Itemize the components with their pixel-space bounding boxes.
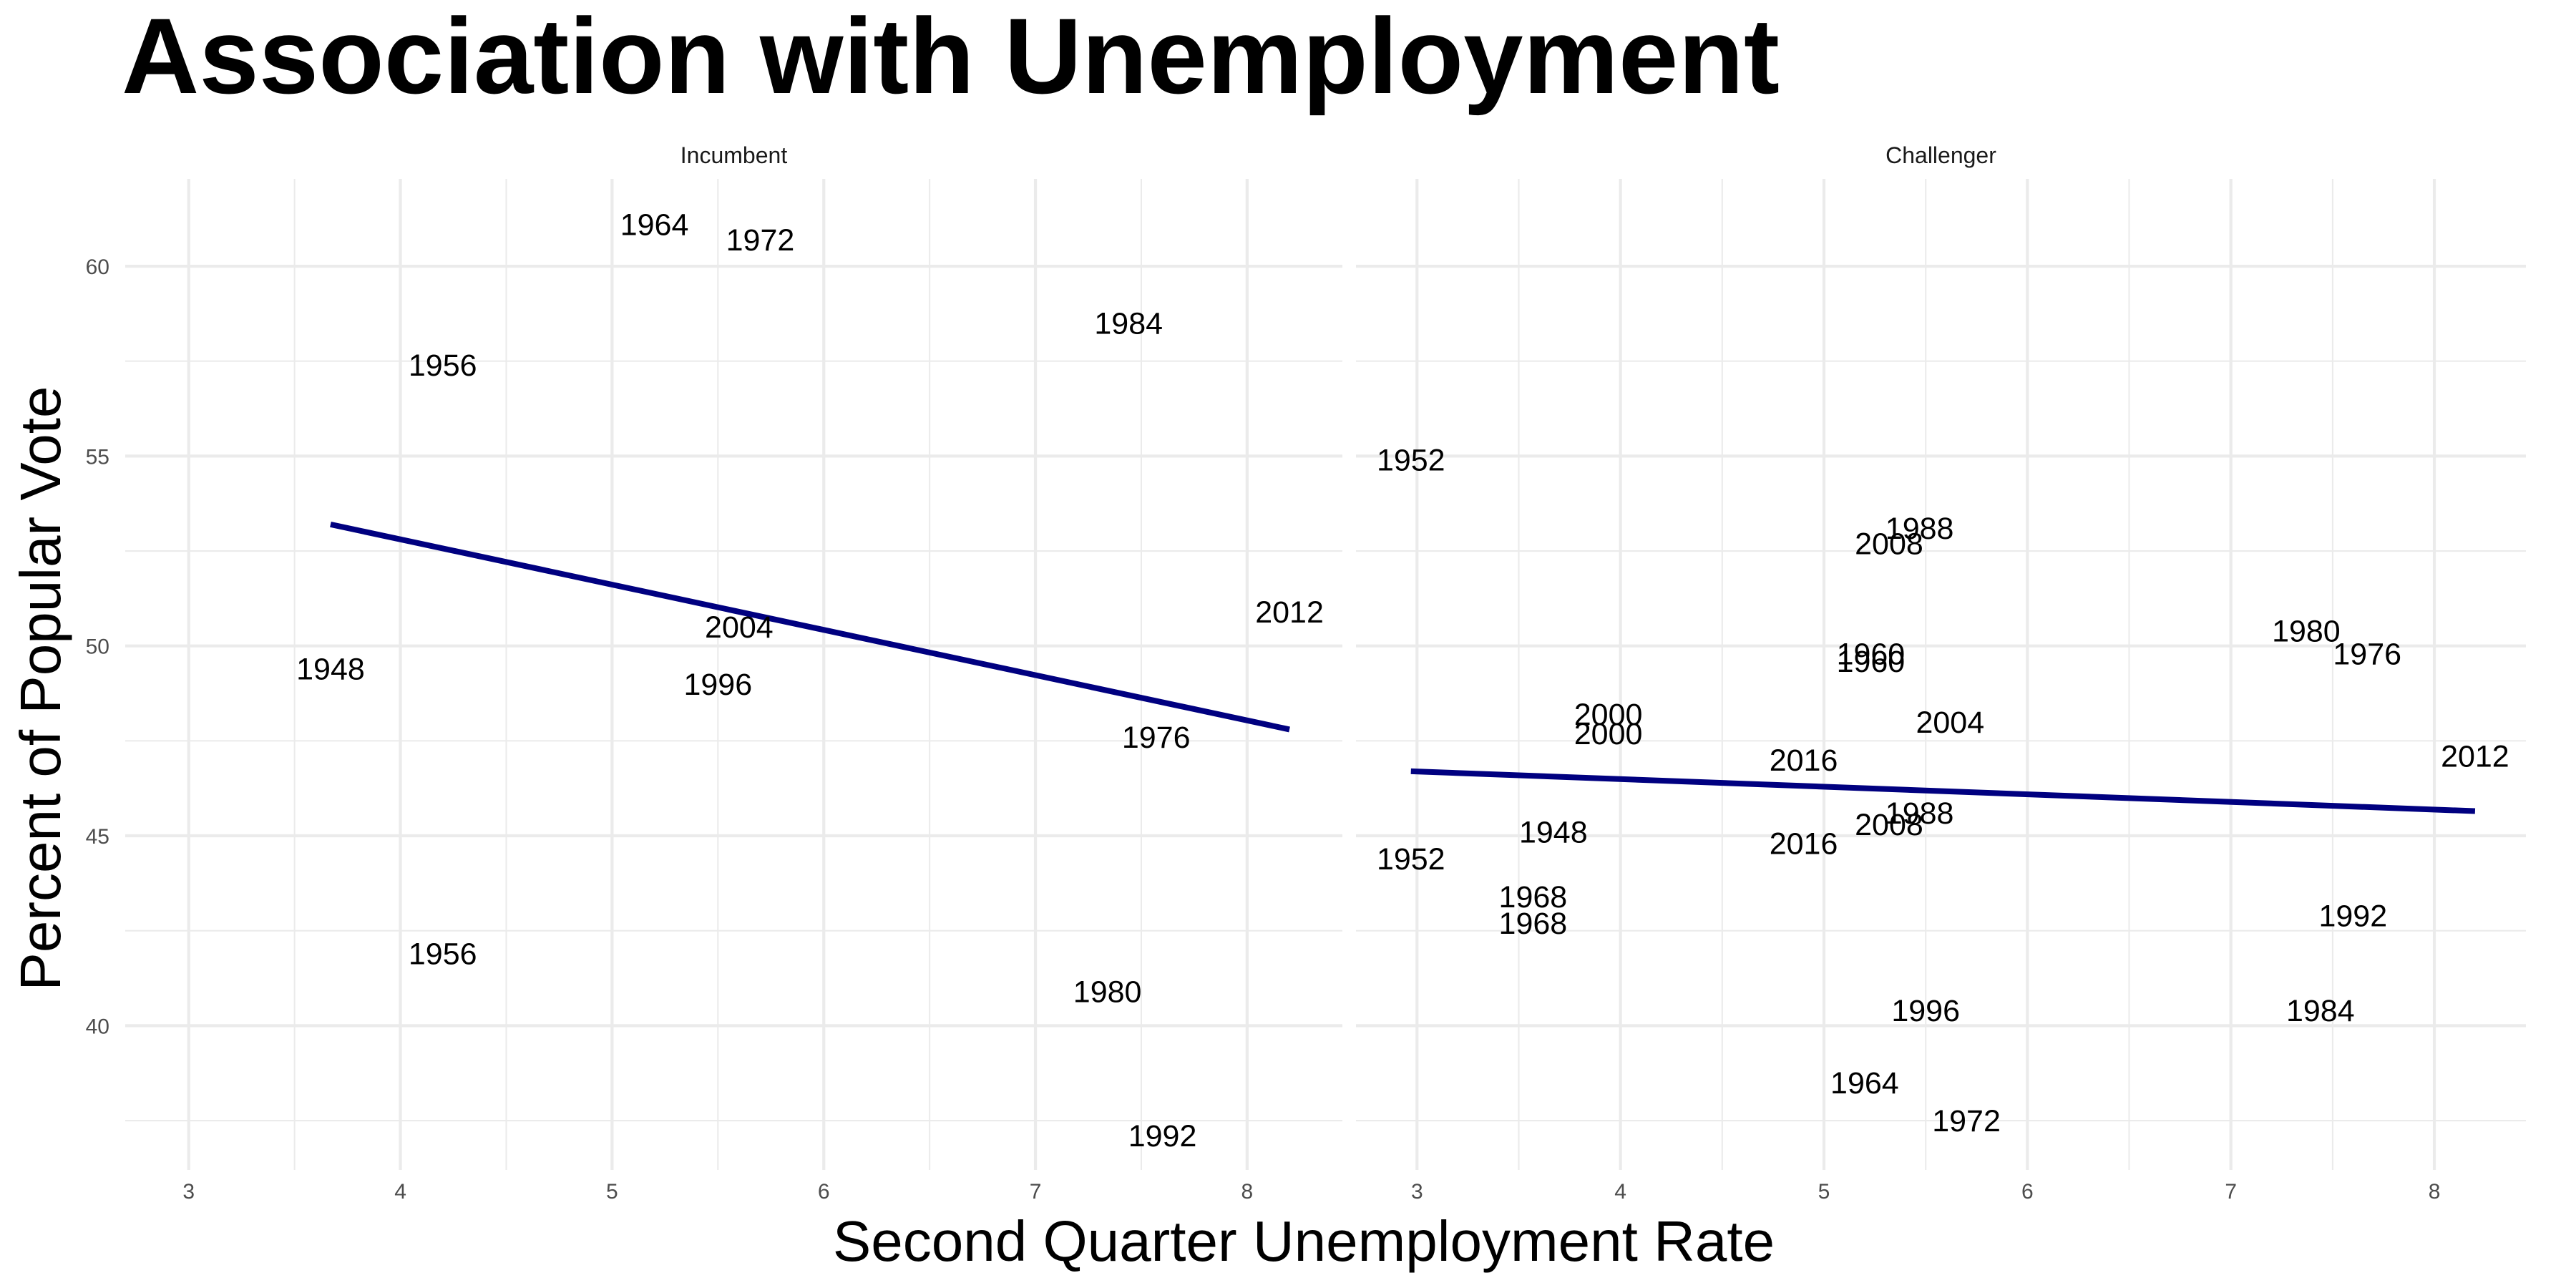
point-label: 2012 <box>2441 740 2509 774</box>
x-tick-label: 7 <box>1030 1180 1042 1204</box>
x-tick-label: 3 <box>1411 1180 1423 1204</box>
x-tick-label: 8 <box>1241 1180 1254 1204</box>
point-label: 2000 <box>1574 698 1643 732</box>
y-tick-label: 50 <box>86 635 109 659</box>
point-label: 1996 <box>1891 994 1960 1028</box>
point-label: 1964 <box>620 208 689 243</box>
chart-title: Association with Unemployment <box>122 0 1780 116</box>
panel-title-challenger: Challenger <box>1885 142 1996 168</box>
x-tick-label: 5 <box>1818 1180 1830 1204</box>
point-label: 1968 <box>1499 907 1568 941</box>
x-axis-title: Second Quarter Unemployment Rate <box>833 1209 1775 1273</box>
panel-title-incumbent: Incumbent <box>680 142 788 168</box>
point-label: 1952 <box>1377 444 1445 478</box>
point-label: 1980 <box>1073 975 1142 1010</box>
x-tick-label: 7 <box>2225 1180 2237 1204</box>
point-label: 1972 <box>726 223 795 258</box>
point-label: 2016 <box>1770 743 1838 778</box>
y-tick-label: 45 <box>86 825 109 849</box>
x-tick-label: 3 <box>182 1180 195 1204</box>
point-label: 2008 <box>1855 527 1923 561</box>
point-label: 1968 <box>1499 880 1568 914</box>
point-label: 1956 <box>409 348 477 383</box>
x-tick-label: 6 <box>818 1180 830 1204</box>
y-axis-title: Percent of Popular Vote <box>9 386 72 991</box>
point-label: 1984 <box>2286 994 2355 1028</box>
point-label: 2004 <box>1916 706 1984 740</box>
point-label: 1988 <box>1885 512 1954 546</box>
x-tick-label: 4 <box>394 1180 406 1204</box>
point-label: 2000 <box>1574 717 1643 751</box>
point-label: 2016 <box>1770 827 1838 862</box>
point-label: 1964 <box>1830 1066 1899 1101</box>
point-label: 1992 <box>2318 899 2387 933</box>
x-tick-label: 4 <box>1614 1180 1626 1204</box>
point-label: 1948 <box>1519 816 1588 850</box>
point-label: 2012 <box>1255 595 1324 630</box>
point-label: 1952 <box>1377 842 1445 877</box>
y-tick-label: 55 <box>86 445 109 469</box>
x-tick-label: 5 <box>606 1180 618 1204</box>
x-tick-label: 8 <box>2429 1180 2441 1204</box>
point-label: 1992 <box>1128 1119 1197 1153</box>
point-label: 1956 <box>409 937 477 972</box>
point-label: 2004 <box>705 610 774 645</box>
point-label: 1972 <box>1932 1104 2001 1138</box>
y-tick-label: 40 <box>86 1015 109 1038</box>
point-label: 1980 <box>2272 614 2341 648</box>
trend-line <box>1410 768 2476 814</box>
point-label: 1976 <box>1122 721 1191 755</box>
trend-line <box>330 521 1290 733</box>
point-label: 1948 <box>296 653 365 687</box>
point-label: 1984 <box>1094 307 1163 341</box>
point-label: 2008 <box>1855 808 1923 842</box>
point-label: 1988 <box>1885 796 1954 831</box>
point-label: 1976 <box>2333 637 2401 671</box>
point-label: 1996 <box>683 668 752 702</box>
point-label: 1960 <box>1837 645 1906 679</box>
x-tick-label: 6 <box>2021 1180 2034 1204</box>
point-label: 1960 <box>1837 637 1906 671</box>
y-tick-label: 60 <box>86 255 109 279</box>
